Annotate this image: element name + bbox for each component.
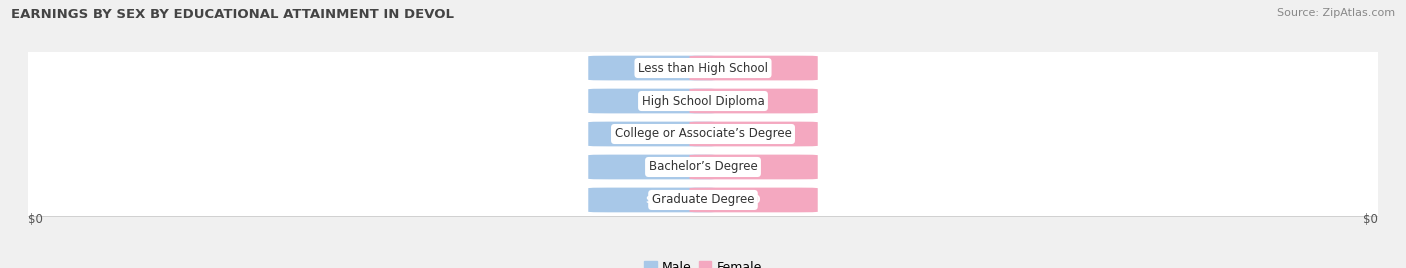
- FancyBboxPatch shape: [689, 155, 818, 179]
- Text: $0: $0: [747, 195, 761, 205]
- FancyBboxPatch shape: [689, 188, 818, 212]
- Text: Less than High School: Less than High School: [638, 62, 768, 75]
- Text: Graduate Degree: Graduate Degree: [652, 193, 754, 206]
- Bar: [28, 117, 1378, 151]
- Text: $0: $0: [645, 96, 659, 106]
- FancyBboxPatch shape: [588, 155, 717, 179]
- Bar: [28, 184, 1378, 217]
- Bar: [28, 151, 1378, 184]
- Text: $0: $0: [747, 162, 761, 172]
- Text: Source: ZipAtlas.com: Source: ZipAtlas.com: [1277, 8, 1395, 18]
- Text: EARNINGS BY SEX BY EDUCATIONAL ATTAINMENT IN DEVOL: EARNINGS BY SEX BY EDUCATIONAL ATTAINMEN…: [11, 8, 454, 21]
- Bar: [28, 84, 1378, 117]
- Text: $0: $0: [747, 96, 761, 106]
- FancyBboxPatch shape: [689, 122, 818, 146]
- FancyBboxPatch shape: [588, 89, 717, 113]
- Text: College or Associate’s Degree: College or Associate’s Degree: [614, 128, 792, 140]
- FancyBboxPatch shape: [588, 122, 717, 146]
- Text: $0: $0: [645, 129, 659, 139]
- Legend: Male, Female: Male, Female: [640, 256, 766, 268]
- Text: $0: $0: [747, 129, 761, 139]
- Text: $0: $0: [645, 162, 659, 172]
- Text: High School Diploma: High School Diploma: [641, 95, 765, 107]
- Text: $0: $0: [28, 213, 44, 226]
- Text: $0: $0: [645, 63, 659, 73]
- Bar: [28, 51, 1378, 84]
- FancyBboxPatch shape: [689, 56, 818, 80]
- FancyBboxPatch shape: [588, 188, 717, 212]
- FancyBboxPatch shape: [689, 89, 818, 113]
- Text: Bachelor’s Degree: Bachelor’s Degree: [648, 161, 758, 173]
- Text: $0: $0: [747, 63, 761, 73]
- Text: $0: $0: [1362, 213, 1378, 226]
- FancyBboxPatch shape: [588, 56, 717, 80]
- Text: $0: $0: [645, 195, 659, 205]
